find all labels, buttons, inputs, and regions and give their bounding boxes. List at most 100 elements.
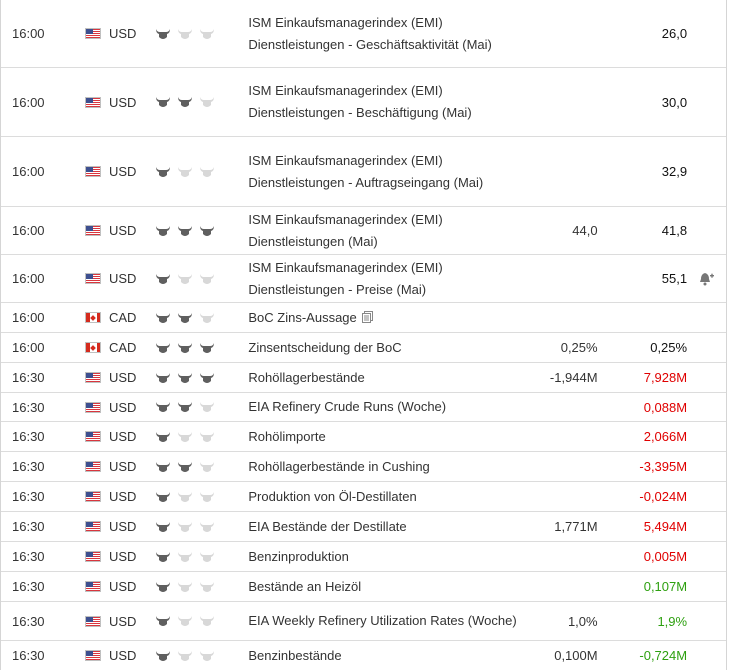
event-name-text[interactable]: Bestände an Heizöl <box>248 578 362 594</box>
event-name-text[interactable]: Benzinproduktion <box>248 548 349 564</box>
table-row[interactable]: 16:30 USD Benzinproduktion 0,005M <box>1 542 726 572</box>
event-time: 16:30 <box>12 429 45 444</box>
bull-icon <box>199 580 221 594</box>
currency-cell: USD <box>84 549 155 564</box>
forecast-value: 1,0% <box>567 613 598 629</box>
ca-flag-icon <box>84 342 101 353</box>
table-row[interactable]: 16:00 USD ISM Einkaufsmanagerindex (EMI) D… <box>1 207 726 255</box>
event-name[interactable]: EIA Weekly Refinery Utilization Rates (W… <box>248 608 524 634</box>
event-name[interactable]: Benzinbestände <box>248 643 524 669</box>
event-name[interactable]: Bestände an Heizöl <box>248 574 524 600</box>
bull-icon <box>155 580 177 594</box>
currency-code: USD <box>108 489 137 504</box>
event-name-text[interactable]: ISM Einkaufsmanagerindex (EMI) Dienstlei… <box>248 14 492 52</box>
bull-icon <box>177 224 199 238</box>
event-name[interactable]: Produktion von Öl-Destillaten <box>248 484 524 510</box>
event-name[interactable]: Rohöllagerbestände <box>248 365 524 391</box>
table-row[interactable]: 16:00 USD ISM Einkaufsmanagerindex (EMI) D… <box>1 68 726 137</box>
document-icon[interactable] <box>361 308 373 323</box>
event-name-text[interactable]: BoC Zins-Aussage <box>248 309 357 325</box>
forecast-value: 0,100M <box>554 648 598 663</box>
previous-value: 1,9% <box>657 613 688 629</box>
importance-rating <box>155 341 248 355</box>
us-flag-icon <box>84 551 101 562</box>
event-name-text[interactable]: Benzinbestände <box>248 647 342 663</box>
table-row[interactable]: 16:00 USD ISM Einkaufsmanagerindex (EMI) D… <box>1 137 726 207</box>
table-row[interactable]: 16:00 USD ISM Einkaufsmanagerindex (EMI) D… <box>1 0 726 68</box>
event-name-text[interactable]: Rohölimporte <box>248 428 326 444</box>
event-name[interactable]: BoC Zins-Aussage <box>248 305 524 331</box>
table-row[interactable]: 16:30 USD EIA Bestände der Destillate 1,771… <box>1 512 726 542</box>
bull-icon <box>177 649 199 663</box>
event-name-text[interactable]: ISM Einkaufsmanagerindex (EMI) Dienstlei… <box>248 259 443 297</box>
event-name-text[interactable]: Rohöllagerbestände <box>248 369 365 385</box>
bull-icon <box>177 490 199 504</box>
event-name-text[interactable]: Produktion von Öl-Destillaten <box>248 488 417 504</box>
event-name[interactable]: ISM Einkaufsmanagerindex (EMI) Dienstlei… <box>248 78 524 126</box>
us-flag-icon <box>84 431 101 442</box>
event-name[interactable]: EIA Refinery Crude Runs (Woche) <box>248 394 524 420</box>
bull-icon <box>155 400 177 414</box>
bull-icon <box>199 430 221 444</box>
us-flag-icon <box>84 166 101 177</box>
event-name[interactable]: Zinsentscheidung der BoC <box>248 335 524 361</box>
event-time: 16:00 <box>12 164 45 179</box>
table-row[interactable]: 16:00 USD ISM Einkaufsmanagerindex (EMI) D… <box>1 255 726 303</box>
table-row[interactable]: 16:00 CAD Zinsentscheidung der BoC 0,25% 0,2… <box>1 333 726 363</box>
event-name[interactable]: Rohöllagerbestände in Cushing <box>248 454 524 480</box>
event-time: 16:30 <box>12 459 45 474</box>
event-name-text[interactable]: ISM Einkaufsmanagerindex (EMI) Dienstlei… <box>248 152 484 190</box>
previous-value: 2,066M <box>643 429 688 444</box>
event-time: 16:30 <box>12 579 45 594</box>
bull-icon <box>155 490 177 504</box>
currency-code: USD <box>108 94 137 110</box>
currency-cell: USD <box>84 94 155 110</box>
table-row[interactable]: 16:30 USD Bestände an Heizöl 0,107M <box>1 572 726 602</box>
bull-icon <box>177 400 199 414</box>
event-name-text[interactable]: EIA Refinery Crude Runs (Woche) <box>248 399 447 414</box>
table-row[interactable]: 16:30 USD Rohöllagerbestände -1,944M 7,928M <box>1 363 726 393</box>
us-flag-icon <box>84 615 101 627</box>
event-name[interactable]: Rohölimporte <box>248 424 524 450</box>
previous-value: 55,1 <box>661 271 688 286</box>
currency-code: USD <box>108 579 137 594</box>
importance-rating <box>155 550 248 564</box>
table-row[interactable]: 16:30 USD Rohöllagerbestände in Cushing -3,… <box>1 452 726 482</box>
table-row[interactable]: 16:30 USD EIA Weekly Refinery Utilization … <box>1 602 726 641</box>
table-row[interactable]: 16:30 USD Benzinbestände 0,100M -0,724M <box>1 641 726 670</box>
event-time: 16:30 <box>12 519 45 534</box>
us-flag-icon <box>84 491 101 502</box>
event-name-text[interactable]: Rohöllagerbestände in Cushing <box>248 458 430 474</box>
bull-icon <box>177 580 199 594</box>
importance-rating <box>155 520 248 534</box>
event-name[interactable]: Benzinproduktion <box>248 544 524 570</box>
event-time: 16:00 <box>12 310 45 325</box>
currency-cell: USD <box>84 489 155 504</box>
event-name-text[interactable]: Zinsentscheidung der BoC <box>248 339 402 355</box>
bull-icon <box>199 490 221 504</box>
currency-cell: USD <box>84 399 155 415</box>
table-row[interactable]: 16:30 USD EIA Refinery Crude Runs (Woche) 0… <box>1 393 726 422</box>
forecast-value: 1,771M <box>554 519 598 534</box>
event-name[interactable]: ISM Einkaufsmanagerindex (EMI) Dienstlei… <box>248 255 524 303</box>
event-name[interactable]: EIA Bestände der Destillate <box>248 514 524 540</box>
bull-icon <box>155 224 177 238</box>
event-name-text[interactable]: EIA Bestände der Destillate <box>248 518 407 534</box>
table-row[interactable]: 16:30 USD Produktion von Öl-Destillaten -0,… <box>1 482 726 512</box>
event-name-text[interactable]: EIA Weekly Refinery Utilization Rates (W… <box>248 613 517 628</box>
event-name-text[interactable]: ISM Einkaufsmanagerindex (EMI) Dienstlei… <box>248 211 443 249</box>
event-time: 16:00 <box>12 94 45 110</box>
currency-cell: USD <box>84 26 155 41</box>
event-name[interactable]: ISM Einkaufsmanagerindex (EMI) Dienstlei… <box>248 148 524 196</box>
bull-icon <box>199 649 221 663</box>
event-name-text[interactable]: ISM Einkaufsmanagerindex (EMI) Dienstlei… <box>248 83 472 120</box>
event-time: 16:30 <box>12 370 45 385</box>
table-row[interactable]: 16:00 CAD BoC Zins-Aussage <box>1 303 726 333</box>
event-name[interactable]: ISM Einkaufsmanagerindex (EMI) Dienstlei… <box>248 207 524 255</box>
add-alert-bell-icon[interactable] <box>687 272 726 286</box>
bull-icon <box>177 520 199 534</box>
bull-icon <box>199 460 221 474</box>
currency-code: USD <box>108 399 137 415</box>
table-row[interactable]: 16:30 USD Rohölimporte 2,066M <box>1 422 726 452</box>
event-name[interactable]: ISM Einkaufsmanagerindex (EMI) Dienstlei… <box>248 10 524 58</box>
